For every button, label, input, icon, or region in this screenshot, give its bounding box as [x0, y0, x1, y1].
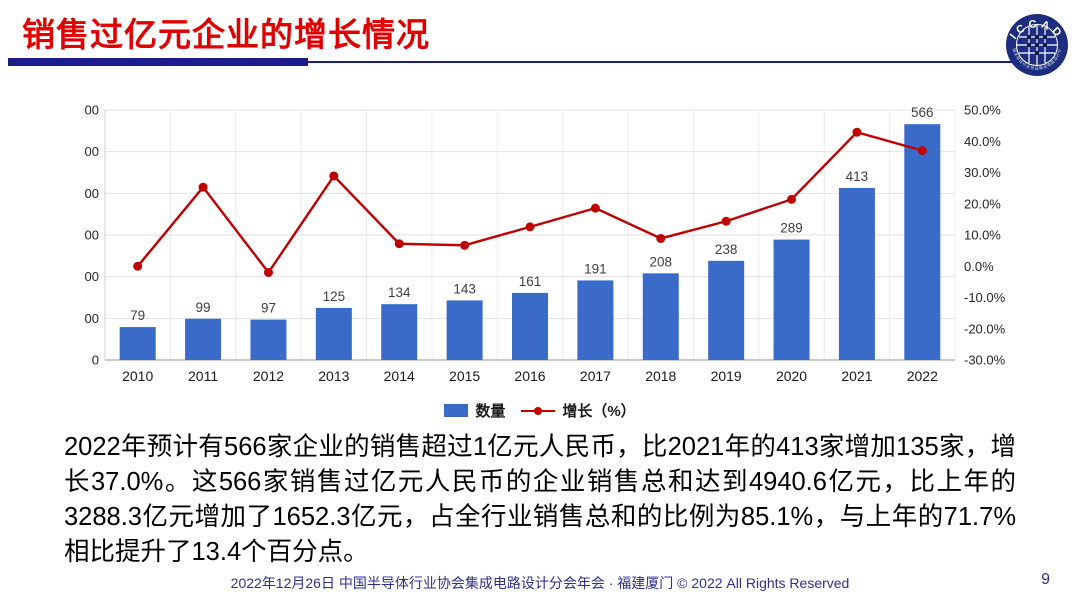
- page-number: 9: [1041, 571, 1050, 588]
- right-axis-tick: 50.0%: [964, 103, 1001, 118]
- bar-label-2020: 289: [780, 221, 803, 236]
- legend-item: 增长（%）: [521, 400, 636, 421]
- growth-point-2021: [852, 127, 862, 137]
- bar-2012: [250, 319, 287, 360]
- legend-label: 增长（%）: [562, 402, 636, 420]
- bar-2015: [446, 300, 483, 360]
- bar-label-2011: 99: [196, 300, 211, 315]
- x-axis-label-2014: 2014: [384, 368, 415, 384]
- x-axis-label-2012: 2012: [253, 368, 284, 384]
- title-underline-thin: [306, 61, 1013, 63]
- right-axis-tick: -10.0%: [964, 290, 1006, 305]
- legend-line-dot-icon: [521, 404, 556, 417]
- bar-2018: [642, 273, 679, 360]
- bar-label-2017: 191: [584, 261, 607, 276]
- chart-legend: 数量 增长（%）: [0, 398, 1080, 422]
- title-underline-thick: [8, 58, 308, 66]
- bar-2020: [773, 239, 810, 360]
- iccad-logo: ICCAD 中国半导体行业协会集成电路设计分会: [1002, 1, 1070, 86]
- growth-point-2019: [721, 216, 731, 226]
- growth-point-2013: [329, 171, 339, 181]
- bar-2016: [512, 292, 548, 360]
- x-axis-label-2010: 2010: [122, 368, 153, 384]
- growth-point-2020: [787, 194, 797, 204]
- x-axis-label-2021: 2021: [841, 368, 872, 384]
- right-axis-tick: -30.0%: [964, 353, 1006, 368]
- bar-label-2021: 413: [846, 169, 869, 184]
- left-axis-tick: 200: [85, 269, 99, 284]
- growth-point-2011: [198, 182, 208, 192]
- combo-chart: 600 500 400 300 200 100 0 50.0% 40.0% 30.0% 20.0% 1…: [77, 98, 1075, 390]
- bar-label-2016: 161: [519, 274, 542, 289]
- growth-point-2022: [917, 146, 927, 156]
- growth-point-2014: [394, 239, 404, 249]
- x-axis-label-2015: 2015: [449, 368, 480, 384]
- x-axis-label-2011: 2011: [188, 368, 218, 384]
- x-axis-label-2018: 2018: [645, 368, 676, 384]
- growth-point-2017: [590, 203, 600, 213]
- growth-point-2012: [263, 268, 273, 277]
- x-axis-label-2013: 2013: [318, 368, 349, 384]
- growth-point-2016: [525, 222, 535, 232]
- left-axis-tick: 300: [85, 228, 99, 243]
- bar-2019: [708, 260, 745, 360]
- bar-label-2015: 143: [453, 281, 476, 296]
- right-axis-tick: 20.0%: [964, 196, 1001, 211]
- bar-label-2013: 125: [323, 289, 346, 304]
- right-axis-tick: 40.0%: [964, 134, 1001, 149]
- bar-2013: [315, 307, 352, 360]
- bar-label-2019: 238: [715, 242, 738, 257]
- bar-label-2014: 134: [388, 285, 411, 300]
- iccad-logo-icon: ICCAD 中国半导体行业协会集成电路设计分会: [1002, 1, 1068, 76]
- combo-chart-svg: 600 500 400 300 200 100 0 50.0% 40.0% 30.0% 20.0% 1…: [77, 103, 1006, 385]
- growth-point-2010: [133, 261, 143, 271]
- x-axis-label-2019: 2019: [711, 368, 742, 384]
- x-axis-label-2020: 2020: [776, 368, 807, 384]
- bar-2014: [381, 304, 418, 360]
- page-title: 销售过亿元企业的增长情况: [22, 16, 430, 53]
- right-axis-tick: -20.0%: [964, 321, 1006, 336]
- legend-label: 数量: [475, 402, 506, 420]
- left-axis-tick: 500: [85, 144, 99, 159]
- growth-point-2015: [460, 240, 470, 250]
- right-axis-tick: 10.0%: [964, 228, 1001, 243]
- legend-bar-swatch-icon: [444, 403, 469, 417]
- bar-2010: [119, 327, 156, 360]
- bar-2022: [904, 124, 941, 361]
- growth-point-2018: [656, 233, 666, 243]
- bar-2021: [838, 187, 875, 360]
- footer-credit: 2022年12月26日 中国半导体行业协会集成电路设计分会年会 · 福建厦门 ©…: [230, 575, 850, 591]
- left-axis-tick: 400: [85, 186, 99, 201]
- x-axis-label-2017: 2017: [580, 368, 611, 384]
- body-paragraph: 2022年预计有566家企业的销售超过1亿元人民币，比2021年的413家增加1…: [64, 433, 1016, 566]
- bar-label-2010: 79: [130, 308, 145, 323]
- x-axis-label-2022: 2022: [907, 368, 938, 384]
- legend-item: 数量: [444, 400, 505, 421]
- x-axis-label-2016: 2016: [514, 368, 545, 384]
- bar-label-2022: 566: [911, 105, 934, 120]
- right-axis-tick: 30.0%: [964, 165, 1001, 180]
- bar-label-2012: 97: [261, 301, 276, 316]
- bar-2011: [185, 318, 222, 360]
- left-axis-tick: 100: [85, 311, 99, 326]
- left-axis-tick: 600: [85, 103, 99, 118]
- bar-2017: [577, 280, 614, 360]
- bar-label-2018: 208: [650, 254, 673, 269]
- right-axis-tick: 0.0%: [964, 259, 994, 274]
- left-axis-tick: 0: [92, 353, 99, 368]
